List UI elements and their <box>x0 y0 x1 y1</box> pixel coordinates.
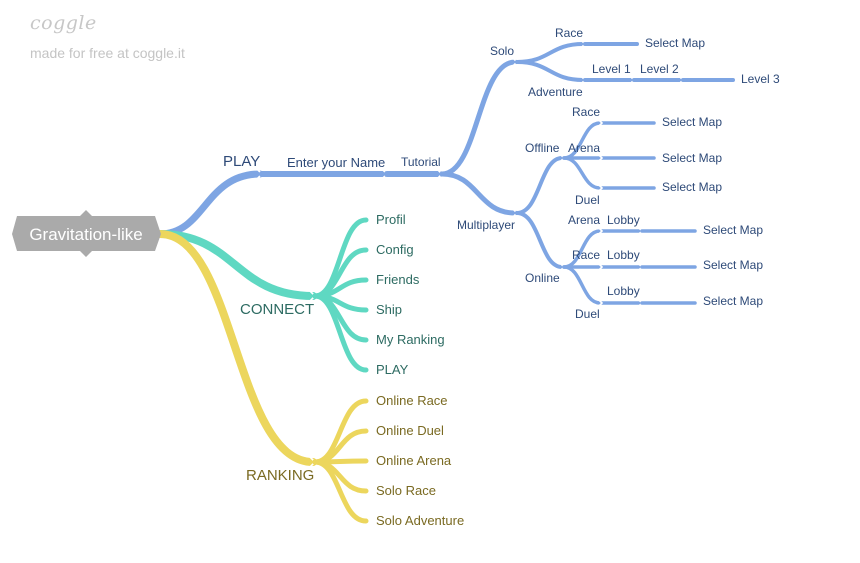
online-arena-label[interactable]: Arena <box>568 213 600 227</box>
labels: PLAY Enter your Name Tutorial Solo Race Selec… <box>223 26 780 528</box>
adventure-branch <box>515 60 585 82</box>
online-duel-label[interactable]: Duel <box>575 307 600 321</box>
online-duel-lobby[interactable]: Lobby <box>607 284 640 298</box>
ranking-item-label-2[interactable]: Online Arena <box>376 453 452 468</box>
offline-race-chevron <box>598 119 604 127</box>
online-duel-branch <box>562 265 602 305</box>
online-race-label[interactable]: Race <box>572 248 600 262</box>
online-arena-chevron <box>598 227 604 235</box>
offline-duel-label[interactable]: Duel <box>575 193 600 207</box>
online-duel-chevron <box>598 299 604 307</box>
online-arena-lobby[interactable]: Lobby <box>607 213 640 227</box>
online-branch <box>515 211 564 269</box>
root-node[interactable]: Gravitation-like <box>12 210 161 257</box>
root-node-label[interactable]: Gravitation-like <box>29 225 142 244</box>
connect-item-label-5[interactable]: PLAY <box>376 362 409 377</box>
offline-race-select[interactable]: Select Map <box>662 115 722 129</box>
solo-race-branch <box>515 42 585 64</box>
multiplayer-label[interactable]: Multiplayer <box>457 218 515 232</box>
ranking-item-label-1[interactable]: Online Duel <box>376 423 444 438</box>
play-branch <box>156 170 264 238</box>
solo-branch <box>439 59 518 177</box>
coggle-credit: made for free at coggle.it <box>30 45 185 61</box>
connect-branch <box>156 230 317 300</box>
coggle-logo: coggle <box>30 12 97 34</box>
ranking-item-branch-4 <box>312 459 369 524</box>
connect-item-label-0[interactable]: Profil <box>376 212 406 227</box>
connect-item-label-4[interactable]: My Ranking <box>376 332 445 347</box>
play-label[interactable]: PLAY <box>223 153 260 170</box>
branches <box>156 40 735 524</box>
online-race-lobby[interactable]: Lobby <box>607 248 640 262</box>
offline-duel-branch <box>562 156 602 190</box>
enter-name-label[interactable]: Enter your Name <box>287 155 385 170</box>
ranking-item-label-0[interactable]: Online Race <box>376 393 448 408</box>
ranking-item-label-3[interactable]: Solo Race <box>376 483 436 498</box>
connect-item-label-3[interactable]: Ship <box>376 302 402 317</box>
connect-label[interactable]: CONNECT <box>240 301 314 318</box>
online-race-chevron <box>598 263 604 271</box>
online-arena-select[interactable]: Select Map <box>703 223 763 237</box>
offline-arena-chevron <box>598 154 604 162</box>
online-duel-select[interactable]: Select Map <box>703 294 763 308</box>
offline-duel-chevron <box>598 184 604 192</box>
offline-duel-select[interactable]: Select Map <box>662 180 722 194</box>
solo-label[interactable]: Solo <box>490 44 514 58</box>
ranking-label[interactable]: RANKING <box>246 467 314 484</box>
root-node-shape <box>12 210 161 257</box>
ranking-item-label-4[interactable]: Solo Adventure <box>376 513 464 528</box>
multiplayer-branch <box>439 171 518 216</box>
connect-item-branch-5 <box>312 293 369 373</box>
offline-arena-label[interactable]: Arena <box>568 141 600 155</box>
level3-label[interactable]: Level 3 <box>741 72 780 86</box>
connect-item-label-2[interactable]: Friends <box>376 272 420 287</box>
offline-arena-select[interactable]: Select Map <box>662 151 722 165</box>
offline-race-label[interactable]: Race <box>572 105 600 119</box>
connect-item-label-1[interactable]: Config <box>376 242 414 257</box>
adventure-label[interactable]: Adventure <box>528 85 583 99</box>
solo-race-label[interactable]: Race <box>555 26 583 40</box>
solo-race-select[interactable]: Select Map <box>645 36 705 50</box>
offline-branch <box>515 156 564 215</box>
level1-label[interactable]: Level 1 <box>592 62 631 76</box>
level2-label[interactable]: Level 2 <box>640 62 679 76</box>
ranking-branch <box>156 230 317 466</box>
online-race-select[interactable]: Select Map <box>703 258 763 272</box>
connect-item-branch-0 <box>312 217 369 299</box>
offline-label[interactable]: Offline <box>525 141 560 155</box>
tutorial-label[interactable]: Tutorial <box>401 155 441 169</box>
connect-item-branch-2 <box>312 277 369 299</box>
online-label[interactable]: Online <box>525 271 560 285</box>
